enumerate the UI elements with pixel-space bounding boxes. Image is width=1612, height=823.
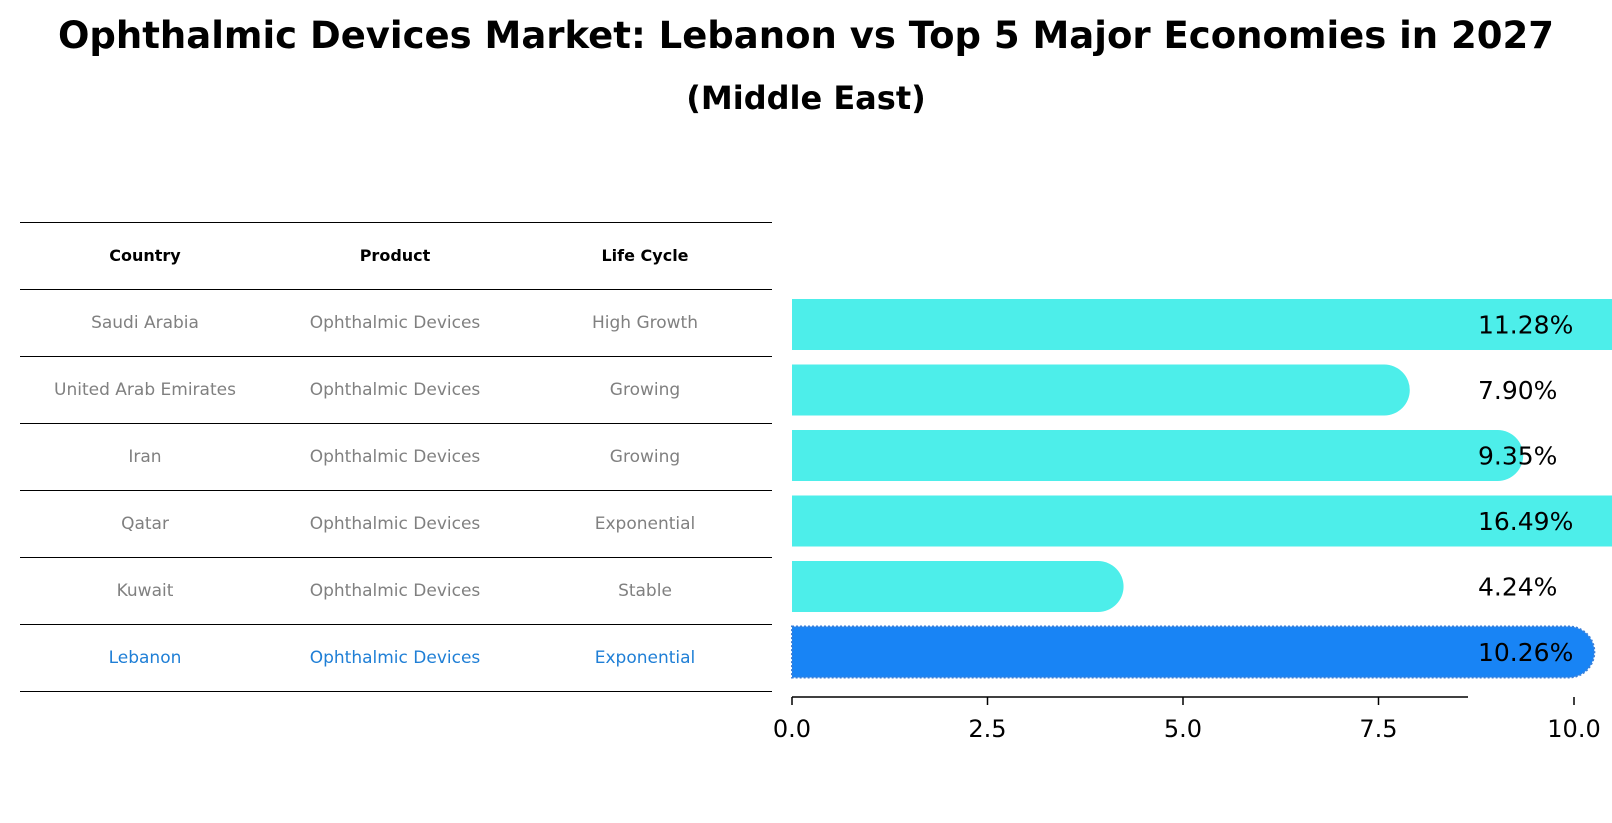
cell-product: Ophthalmic Devices [309, 380, 481, 400]
x-tick-label: 2.5 [968, 715, 1006, 743]
bar-qatar [792, 495, 1612, 547]
table-row: Saudi Arabia Ophthalmic Devices High Gro… [20, 289, 772, 356]
bar-united-arab-emirates [792, 364, 1410, 416]
data-table: Country Product Life Cycle Saudi Arabia … [20, 222, 772, 692]
cell-country: Saudi Arabia [91, 313, 199, 333]
table-row-highlight: Lebanon Ophthalmic Devices Exponential [20, 624, 772, 692]
cell-country: Iran [128, 447, 162, 467]
value-label: 4.24% [1478, 573, 1557, 602]
cell-product: Ophthalmic Devices [309, 514, 481, 534]
cell-life-cycle: Growing [609, 380, 681, 400]
cell-life-cycle: Growing [609, 447, 681, 467]
header-country: Country [109, 246, 181, 265]
cell-product: Ophthalmic Devices [309, 313, 481, 333]
header-life-cycle: Life Cycle [601, 246, 689, 265]
table-row: Kuwait Ophthalmic Devices Stable [20, 557, 772, 624]
table-row: United Arab Emirates Ophthalmic Devices … [20, 356, 772, 423]
value-label: 10.26% [1478, 638, 1573, 667]
cell-country: Lebanon [108, 648, 182, 668]
value-label: 7.90% [1478, 376, 1557, 405]
cell-life-cycle: Exponential [594, 648, 696, 668]
cell-product: Ophthalmic Devices [309, 447, 481, 467]
cell-life-cycle: High Growth [591, 313, 698, 333]
bar-saudi-arabia [792, 299, 1612, 350]
cell-country: Kuwait [116, 581, 174, 601]
table-row: Iran Ophthalmic Devices Growing [20, 423, 772, 490]
chart-subtitle: (Middle East) [686, 79, 926, 117]
cell-life-cycle: Exponential [594, 514, 696, 534]
x-tick-label: 0.0 [773, 715, 811, 743]
value-label: 9.35% [1478, 442, 1557, 471]
cell-life-cycle: Stable [618, 581, 672, 601]
bar-lebanon [791, 625, 1596, 679]
x-tick-label: 10.0 [1547, 715, 1600, 743]
bar-iran [792, 430, 1524, 481]
table-header-row: Country Product Life Cycle [20, 222, 772, 289]
table-row: Qatar Ophthalmic Devices Exponential [20, 490, 772, 557]
header-product: Product [359, 246, 431, 265]
x-tick-label: 7.5 [1359, 715, 1397, 743]
chart-title: Ophthalmic Devices Market: Lebanon vs To… [57, 14, 1555, 57]
cell-product: Ophthalmic Devices [309, 648, 481, 668]
cell-country: United Arab Emirates [54, 380, 236, 400]
value-label: 16.49% [1478, 507, 1573, 536]
cell-country: Qatar [121, 514, 169, 534]
cell-product: Ophthalmic Devices [309, 581, 481, 601]
x-tick-label: 5.0 [1164, 715, 1202, 743]
value-label: 11.28% [1478, 311, 1573, 340]
bar-kuwait [792, 561, 1124, 612]
